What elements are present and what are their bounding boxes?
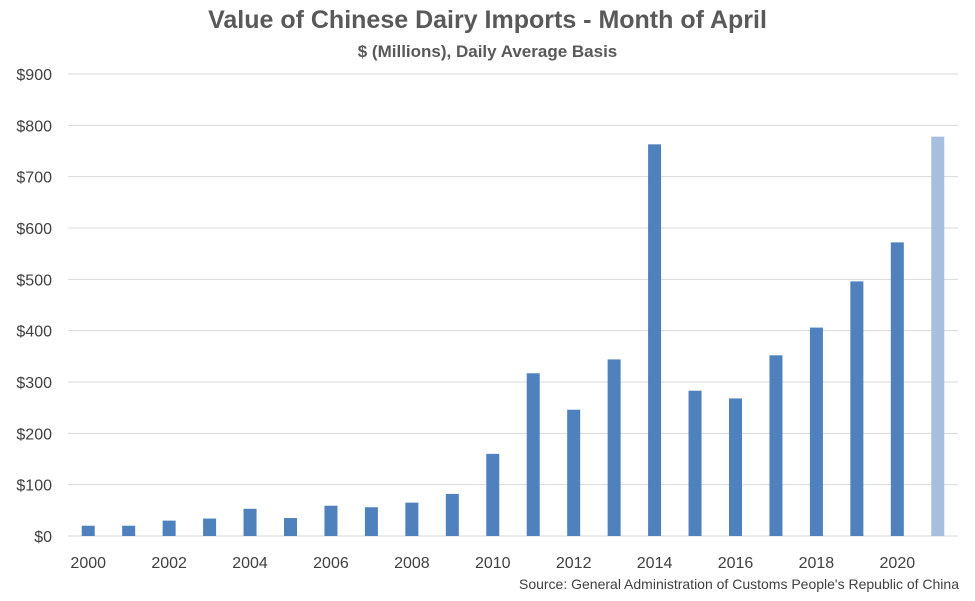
y-tick-label: $400: [16, 324, 52, 341]
bar-2018: [809, 327, 823, 536]
y-tick-label: $200: [16, 426, 52, 443]
bar-2004: [243, 508, 257, 536]
bar-2013: [607, 359, 621, 536]
bar-2005: [284, 518, 297, 536]
x-tick-label: 2010: [475, 555, 511, 572]
chart-subtitle: $ (Millions), Daily Average Basis: [357, 42, 618, 61]
bar-2011: [526, 373, 540, 536]
bar-2012: [567, 409, 581, 536]
x-tick-label: 2020: [880, 555, 916, 572]
source-note: Source: General Administration of Custom…: [518, 576, 959, 592]
bar-2001: [122, 525, 136, 536]
y-tick-label: $800: [16, 118, 52, 135]
bar-2008: [405, 502, 419, 536]
x-tick-label: 2002: [151, 555, 187, 572]
x-tick-label: 2004: [232, 555, 268, 572]
bar-2014: [648, 144, 662, 536]
y-tick-label: $0: [34, 529, 52, 546]
x-tick-label: 2014: [637, 555, 673, 572]
y-tick-label: $700: [16, 170, 52, 187]
y-tick-label: $500: [16, 272, 52, 289]
grid-lines: [68, 73, 958, 537]
y-tick-label: $900: [16, 67, 52, 84]
bar-2007: [364, 507, 378, 536]
bar-2020: [890, 242, 904, 536]
x-tick-label: 2000: [70, 555, 106, 572]
bar-2016: [729, 398, 742, 536]
bar-2010: [486, 453, 500, 536]
x-tick-label: 2018: [799, 555, 835, 572]
y-tick-label: $600: [16, 221, 52, 238]
bar-2002: [162, 520, 176, 536]
x-tick-label: 2008: [394, 555, 430, 572]
bar-2006: [324, 505, 338, 536]
y-tick-label: $300: [16, 375, 52, 392]
bar-2000: [81, 525, 95, 536]
bar-2021: [931, 136, 945, 537]
bar-2019: [850, 281, 864, 536]
x-axis-tick-labels: 2000 2002 2004 2006 2008 2010 2012 2014 2016 2018…: [70, 555, 915, 572]
bar-2015: [688, 390, 702, 536]
x-tick-label: 2012: [556, 555, 592, 572]
bar-2003: [203, 518, 217, 536]
y-axis-tick-labels: $0 $100 $200 $300 $400 $500 $600 $700 $800 $900: [16, 67, 52, 546]
bars: [81, 136, 945, 537]
chart-title: Value of Chinese Dairy Imports - Month o…: [208, 6, 767, 34]
bar-2009: [445, 493, 459, 536]
y-tick-label: $100: [16, 478, 52, 495]
bar-2017: [769, 355, 783, 536]
x-tick-label: 2016: [718, 555, 754, 572]
x-tick-label: 2006: [313, 555, 349, 572]
